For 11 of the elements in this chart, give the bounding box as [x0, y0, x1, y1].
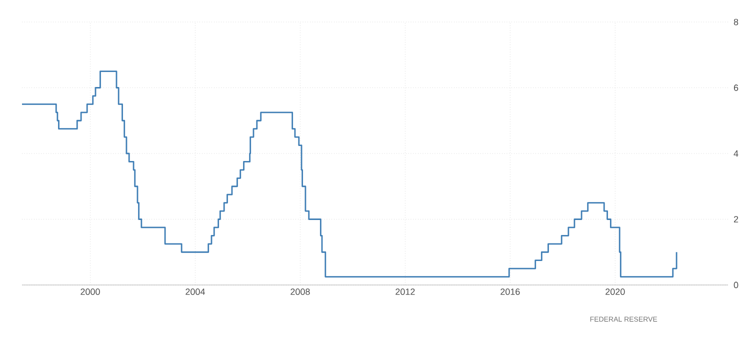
x-tick-label: 2008	[290, 288, 310, 295]
x-tick-label: 2012	[396, 288, 415, 295]
y-tick-label: 0	[734, 282, 738, 288]
y-tick-label: 4	[734, 150, 738, 157]
x-tick-label: 2016	[500, 288, 520, 295]
x-tick-label: 2000	[80, 288, 100, 295]
y-tick-label: 6	[734, 84, 738, 91]
y-tick-label: 8	[734, 18, 738, 26]
x-tick-label: 2020	[606, 288, 625, 295]
y-tick-label: 2	[734, 216, 738, 222]
x-tick-label: 2004	[186, 288, 205, 295]
